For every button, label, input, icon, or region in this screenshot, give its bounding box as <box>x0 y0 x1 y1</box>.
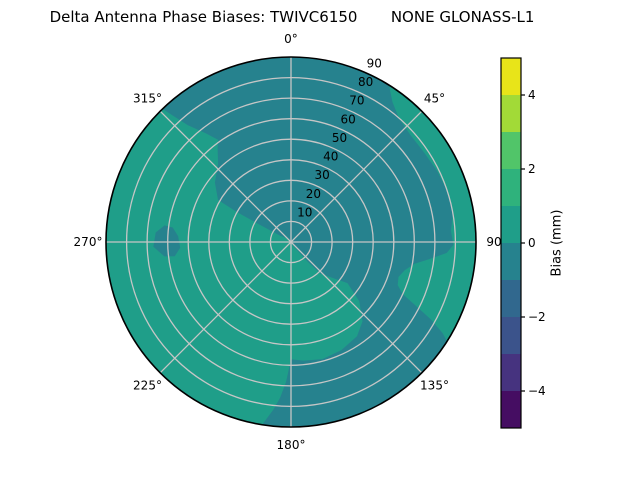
angle-label-315: 315° <box>133 92 162 106</box>
contour-region-east-rim <box>389 85 476 342</box>
radius-label-10: 10 <box>297 206 312 220</box>
colorbar-band-8 <box>501 95 521 132</box>
radius-label-80: 80 <box>358 75 373 89</box>
angle-label-225: 225° <box>133 379 162 393</box>
angle-label-270: 270° <box>74 235 103 249</box>
contour-region-west-spot <box>153 225 181 257</box>
colorbar-tick-label-0: 0 <box>528 236 536 250</box>
colorbar-band-7 <box>501 132 521 169</box>
radius-label-70: 70 <box>349 94 364 108</box>
angle-label-180: 180° <box>277 438 306 452</box>
radius-label-20: 20 <box>306 187 321 201</box>
radius-label-60: 60 <box>341 112 356 126</box>
colorbar-tick-label--4: −4 <box>528 384 546 398</box>
colorbar-axis-label: Bias (mm) <box>550 210 565 277</box>
colorbar-band-0 <box>501 391 521 428</box>
angle-label-45: 45° <box>424 92 445 106</box>
colorbar-tick-label--2: −2 <box>528 310 546 324</box>
colorbar-band-1 <box>501 354 521 391</box>
angle-label-135: 135° <box>420 379 449 393</box>
figure-title: Delta Antenna Phase Biases: TWIVC6150 NO… <box>49 8 535 26</box>
angle-label-0: 0° <box>284 32 298 46</box>
polar-outline <box>105 56 477 428</box>
colorbar-band-6 <box>501 169 521 206</box>
colorbar-tick-label-2: 2 <box>528 162 536 176</box>
colorbar-band-2 <box>501 317 521 354</box>
grid-spoke-135 <box>159 110 423 374</box>
angle-label-90: 90 <box>486 235 501 249</box>
colorbar-band-4 <box>501 243 521 280</box>
radius-label-90: 90 <box>367 57 382 71</box>
colorbar-band-3 <box>501 280 521 317</box>
colorbar-band-9 <box>501 58 521 95</box>
colorbar-band-5 <box>501 206 521 243</box>
radius-label-50: 50 <box>332 131 347 145</box>
radius-label-40: 40 <box>323 150 338 164</box>
colorbar-tick-label-4: 4 <box>528 88 536 102</box>
radius-label-30: 30 <box>314 168 329 182</box>
